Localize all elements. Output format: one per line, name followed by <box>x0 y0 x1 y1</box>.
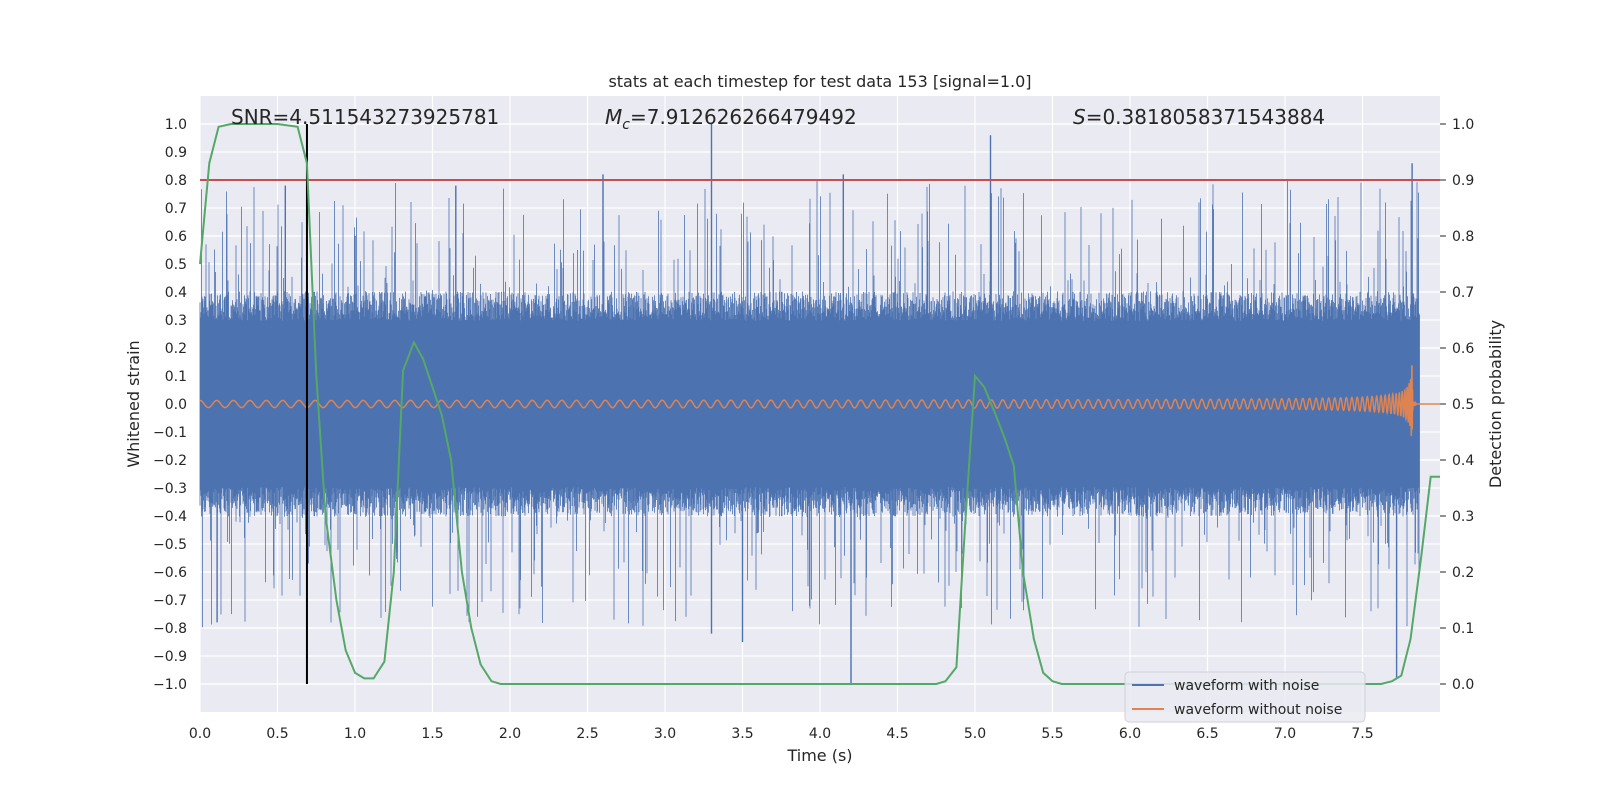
y-left-tick-label: −0.3 <box>153 481 187 497</box>
y-right-tick-label: 0.8 <box>1452 229 1474 245</box>
y-right-tick-label: 0.1 <box>1452 621 1474 637</box>
y-right-tick-label: 0.3 <box>1452 509 1474 525</box>
y-left-tick-label: 0.7 <box>165 201 187 217</box>
x-tick-label: 0.5 <box>266 726 288 742</box>
x-tick-label: 6.0 <box>1119 726 1141 742</box>
y-left-tick-label: −0.6 <box>153 565 187 581</box>
s-annotation: S=0.3818058371543884 <box>1073 105 1325 129</box>
x-tick-label: 4.0 <box>809 726 831 742</box>
x-tick-label: 2.5 <box>576 726 598 742</box>
y-left-tick-label: −0.1 <box>153 425 187 441</box>
x-tick-label: 7.5 <box>1351 726 1373 742</box>
x-tick-label: 5.0 <box>964 726 986 742</box>
y-right-tick-label: 0.0 <box>1452 677 1474 693</box>
s-symbol: S <box>1073 105 1086 129</box>
y-right-tick-label: 0.5 <box>1452 397 1474 413</box>
chirp-waveform <box>199 365 1440 437</box>
y-left-tick-label: −0.7 <box>153 593 187 609</box>
y-left-tick-label: 0.9 <box>165 145 187 161</box>
x-axis-label: Time (s) <box>786 746 852 765</box>
x-tick-label: 2.0 <box>499 726 521 742</box>
chirp-waveform-series <box>199 365 1440 437</box>
y-left-tick-label: 0.2 <box>165 341 187 357</box>
chart-title: stats at each timestep for test data 153… <box>608 72 1031 91</box>
x-tick-label: 6.5 <box>1196 726 1218 742</box>
y-left-tick-label: −1.0 <box>153 677 187 693</box>
y-right-tick-label: 0.6 <box>1452 341 1474 357</box>
y-right-tick-label: 0.2 <box>1452 565 1474 581</box>
x-tick-label: 7.0 <box>1274 726 1296 742</box>
y-left-tick-label: 0.1 <box>165 369 187 385</box>
x-tick-label: 3.5 <box>731 726 753 742</box>
y-left-tick-label: 1.0 <box>165 117 187 133</box>
x-tick-label: 0.0 <box>189 726 211 742</box>
y-left-tick-label: −0.9 <box>153 649 187 665</box>
x-tick-label: 4.5 <box>886 726 908 742</box>
s-value: =0.3818058371543884 <box>1086 105 1325 129</box>
y-left-tick-label: 0.6 <box>165 229 187 245</box>
y-right-tick-label: 1.0 <box>1452 117 1474 133</box>
detection-probability-line <box>199 123 1440 685</box>
y-right-tick-label: 0.4 <box>1452 453 1474 469</box>
legend-label-chirp: waveform without noise <box>1174 702 1342 718</box>
chirp-mass-value: =7.912626266479492 <box>630 105 857 129</box>
x-tick-label: 3.0 <box>654 726 676 742</box>
y-right-axis-label: Detection probability <box>1486 320 1505 488</box>
chirp-mass-annotation: Mc=7.912626266479492 <box>605 105 857 133</box>
y-left-tick-label: 0.3 <box>165 313 187 329</box>
y-left-tick-label: −0.8 <box>153 621 187 637</box>
chirp-mass-symbol: M <box>605 105 622 129</box>
y-left-tick-label: 0.5 <box>165 257 187 273</box>
x-tick-label: 5.5 <box>1041 726 1063 742</box>
y-left-axis-label: Whitened strain <box>124 340 143 467</box>
legend-label-noise: waveform with noise <box>1174 678 1319 694</box>
legend-box <box>1124 671 1366 723</box>
noise-spikes <box>216 124 1413 684</box>
x-tick-label: 1.5 <box>421 726 443 742</box>
y-right-tick-label: 0.7 <box>1452 285 1474 301</box>
y-left-tick-label: −0.4 <box>153 509 187 525</box>
x-axis-ticks: 0.0 0.5 1.0 1.5 2.0 2.5 3.0 3.5 4.0 4.5 5.0 5.5 6.0 6… <box>189 726 1374 742</box>
chirp-mass-subscript: c <box>622 117 630 133</box>
snr-annotation: SNR=4.511543273925781 <box>231 105 499 129</box>
y-left-tick-label: −0.5 <box>153 537 187 553</box>
x-tick-label: 1.0 <box>344 726 366 742</box>
y-left-axis-ticks: 1.0 0.9 0.8 0.7 0.6 0.5 0.4 0.3 0.2 0.1 0.0 −0.1 −0.… <box>153 117 187 693</box>
y-left-tick-label: −0.2 <box>153 453 187 469</box>
y-left-tick-label: 0.0 <box>165 397 187 413</box>
y-left-tick-label: 0.8 <box>165 173 187 189</box>
legend: waveform with noise waveform without noi… <box>1124 671 1366 723</box>
y-left-tick-label: 0.4 <box>165 285 187 301</box>
y-right-tick-label: 0.9 <box>1452 173 1474 189</box>
y-right-axis-ticks: 1.0 0.9 0.8 0.7 0.6 0.5 0.4 0.3 0.2 0.1 0.0 <box>1440 117 1474 693</box>
